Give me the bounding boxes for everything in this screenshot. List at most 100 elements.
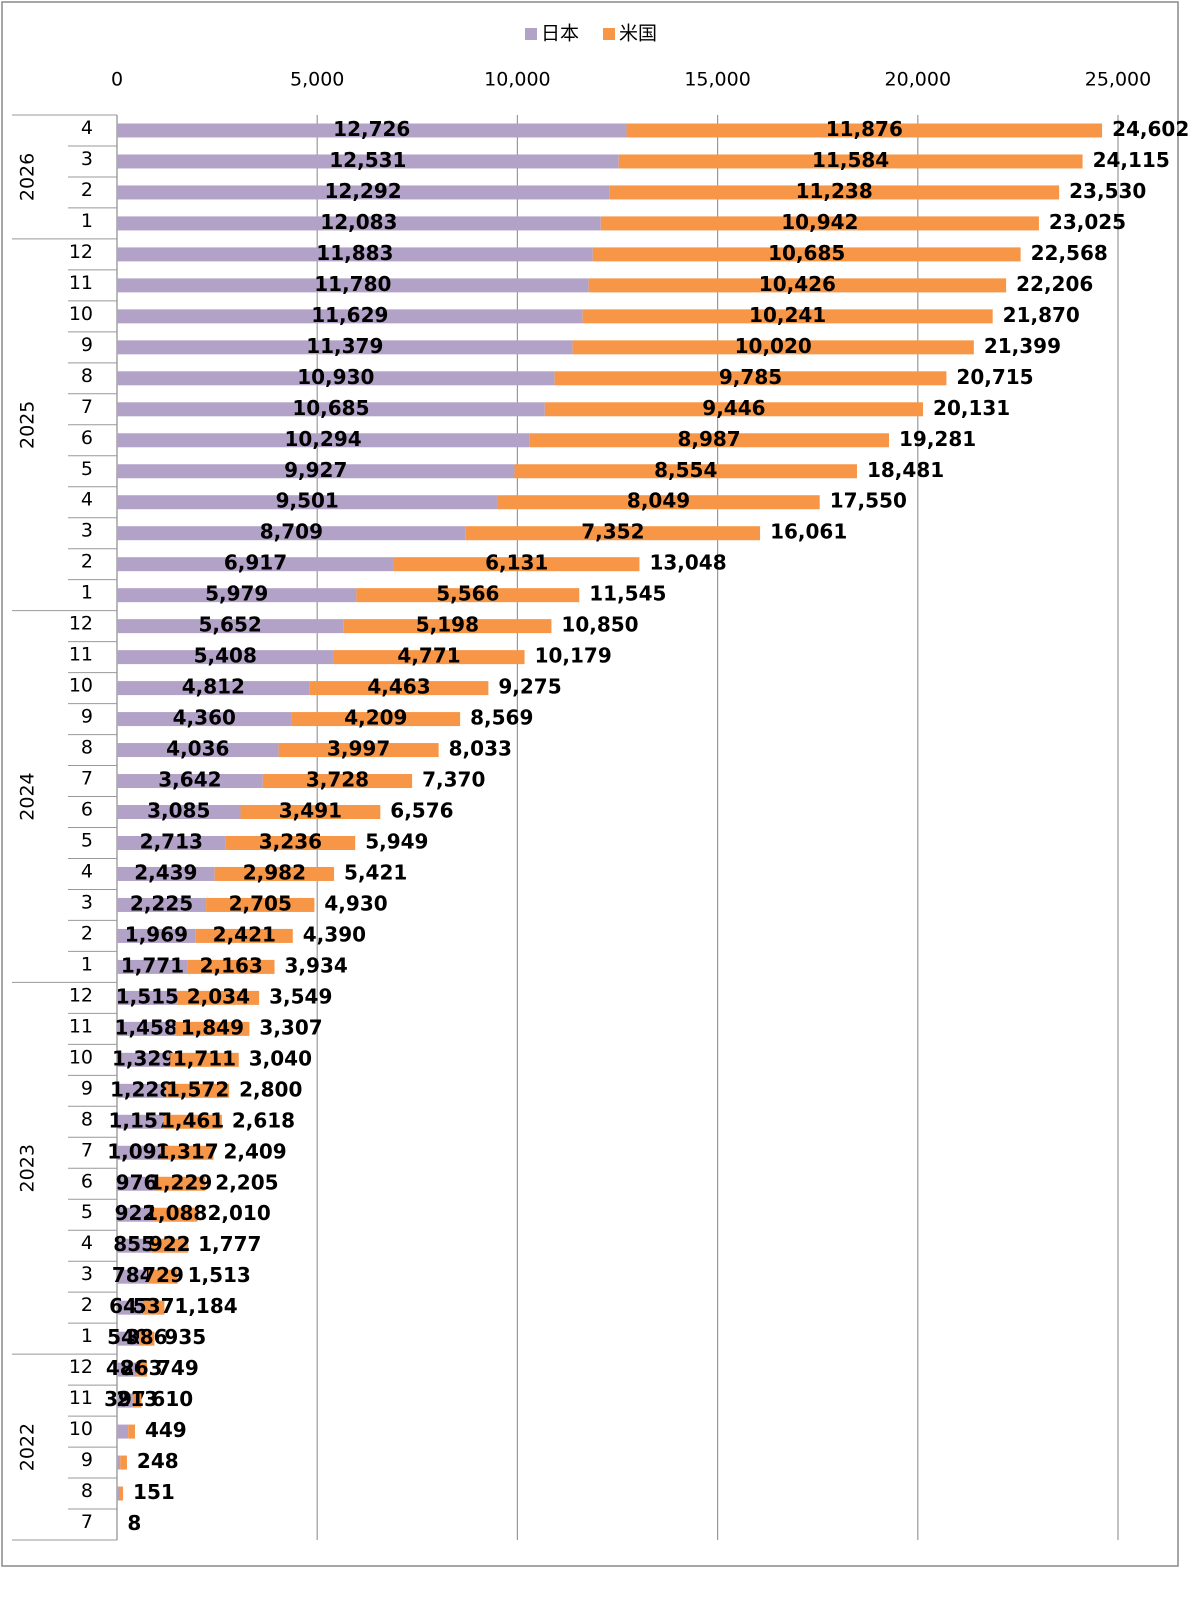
total-label: 21,399 [984, 334, 1061, 358]
group-label: 2023 [17, 1144, 39, 1192]
value-label: 10,942 [781, 210, 858, 234]
value-label: 8,987 [677, 427, 740, 451]
value-label: 12,726 [333, 117, 410, 141]
total-label: 23,025 [1049, 210, 1126, 234]
value-label: 12,083 [320, 210, 397, 234]
total-label: 3,307 [259, 1015, 322, 1039]
y-tick-label: 7 [81, 1511, 93, 1533]
value-label: 1,771 [121, 953, 184, 977]
value-label: 3,236 [259, 829, 322, 853]
value-label: 5,979 [205, 582, 268, 606]
value-label: 922 [149, 1232, 191, 1256]
group-label: 2022 [17, 1423, 39, 1471]
value-label: 5,198 [416, 613, 479, 637]
value-label: 5,408 [194, 644, 257, 668]
y-tick-label: 1 [81, 953, 93, 975]
value-label: 11,876 [826, 117, 903, 141]
value-label: 11,780 [314, 272, 391, 296]
value-label: 1,458 [115, 1015, 178, 1039]
total-label: 11,545 [589, 582, 666, 606]
value-label: 1,969 [125, 922, 188, 946]
group-label: 2025 [17, 401, 39, 449]
y-tick-label: 7 [81, 768, 93, 790]
value-label: 1,229 [149, 1170, 212, 1194]
legend-label: 日本 [541, 23, 579, 45]
value-label: 1,317 [155, 1139, 218, 1163]
total-label: 22,206 [1016, 272, 1093, 296]
value-label: 9,785 [719, 365, 782, 389]
value-label: 1,088 [144, 1201, 207, 1225]
total-label: 21,870 [1003, 303, 1080, 327]
total-label: 1,777 [198, 1232, 261, 1256]
y-tick-label: 3 [81, 891, 93, 913]
value-label: 1,711 [173, 1046, 236, 1070]
value-label: 10,685 [292, 396, 369, 420]
y-tick-label: 2 [81, 551, 93, 573]
x-tick-label: 0 [111, 69, 123, 91]
value-label: 7,352 [581, 520, 644, 544]
x-tick-label: 10,000 [484, 69, 550, 91]
value-label: 12,531 [329, 148, 406, 172]
group-label: 2026 [17, 153, 39, 201]
value-label: 5,566 [436, 582, 499, 606]
value-label: 1,329 [112, 1046, 175, 1070]
value-label: 1,849 [181, 1015, 244, 1039]
total-label: 6,576 [390, 799, 453, 823]
total-label: 4,390 [303, 922, 366, 946]
value-label: 4,036 [166, 737, 229, 761]
y-tick-label: 6 [81, 799, 93, 821]
value-label: 3,728 [306, 768, 369, 792]
y-tick-label: 10 [69, 1046, 93, 1068]
total-label: 24,602 [1112, 117, 1189, 141]
total-label: 17,550 [830, 489, 907, 513]
total-label: 10,179 [535, 644, 612, 668]
y-tick-label: 11 [69, 272, 93, 294]
value-label: 3,642 [158, 768, 221, 792]
value-label: 3,997 [327, 737, 390, 761]
value-label: 6,131 [485, 551, 548, 575]
y-tick-label: 10 [69, 675, 93, 697]
value-label: 4,360 [173, 706, 236, 730]
value-label: 3,085 [147, 799, 210, 823]
y-tick-label: 9 [81, 334, 93, 356]
y-tick-label: 10 [69, 303, 93, 325]
total-label: 2,205 [215, 1170, 278, 1194]
total-label: 8,569 [470, 706, 533, 730]
y-tick-label: 2 [81, 1294, 93, 1316]
total-label: 23,530 [1069, 179, 1146, 203]
value-label: 4,463 [367, 675, 430, 699]
value-label: 11,883 [316, 241, 393, 265]
y-tick-label: 5 [81, 1201, 93, 1223]
y-tick-label: 3 [81, 1263, 93, 1285]
bar-segment [117, 1487, 119, 1501]
total-label: 18,481 [867, 458, 944, 482]
y-tick-label: 9 [81, 1077, 93, 1099]
y-tick-label: 12 [69, 613, 93, 635]
total-label: 248 [137, 1449, 179, 1473]
total-label: 16,061 [770, 520, 847, 544]
y-tick-label: 5 [81, 829, 93, 851]
x-tick-label: 15,000 [684, 69, 750, 91]
y-tick-label: 8 [81, 737, 93, 759]
total-label: 24,115 [1093, 148, 1170, 172]
x-tick-label: 20,000 [885, 69, 951, 91]
value-label: 11,238 [796, 179, 873, 203]
total-label: 1,184 [174, 1294, 237, 1318]
value-label: 10,294 [284, 427, 361, 451]
y-tick-label: 7 [81, 1139, 93, 1161]
y-tick-label: 8 [81, 1108, 93, 1130]
y-tick-label: 9 [81, 706, 93, 728]
x-tick-label: 25,000 [1085, 69, 1151, 91]
y-tick-label: 11 [69, 1387, 93, 1409]
total-label: 151 [133, 1480, 175, 1504]
total-label: 8,033 [449, 737, 512, 761]
y-tick-label: 2 [81, 179, 93, 201]
total-label: 2,618 [232, 1108, 295, 1132]
value-label: 1,515 [116, 984, 179, 1008]
total-label: 1,513 [188, 1263, 251, 1287]
y-tick-label: 8 [81, 365, 93, 387]
value-label: 2,034 [187, 984, 250, 1008]
legend-swatch [525, 28, 537, 40]
y-tick-label: 6 [81, 1170, 93, 1192]
bar-segment [120, 1456, 127, 1470]
